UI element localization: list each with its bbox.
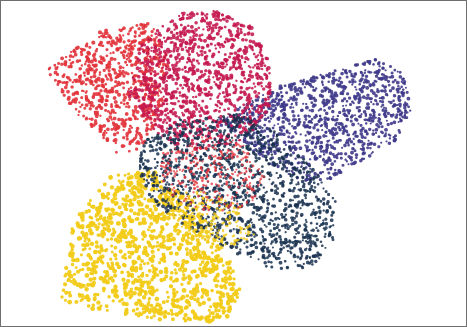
purple-petal bbox=[219, 58, 412, 182]
yellow-petal bbox=[60, 170, 242, 324]
navy-center bbox=[138, 113, 337, 271]
